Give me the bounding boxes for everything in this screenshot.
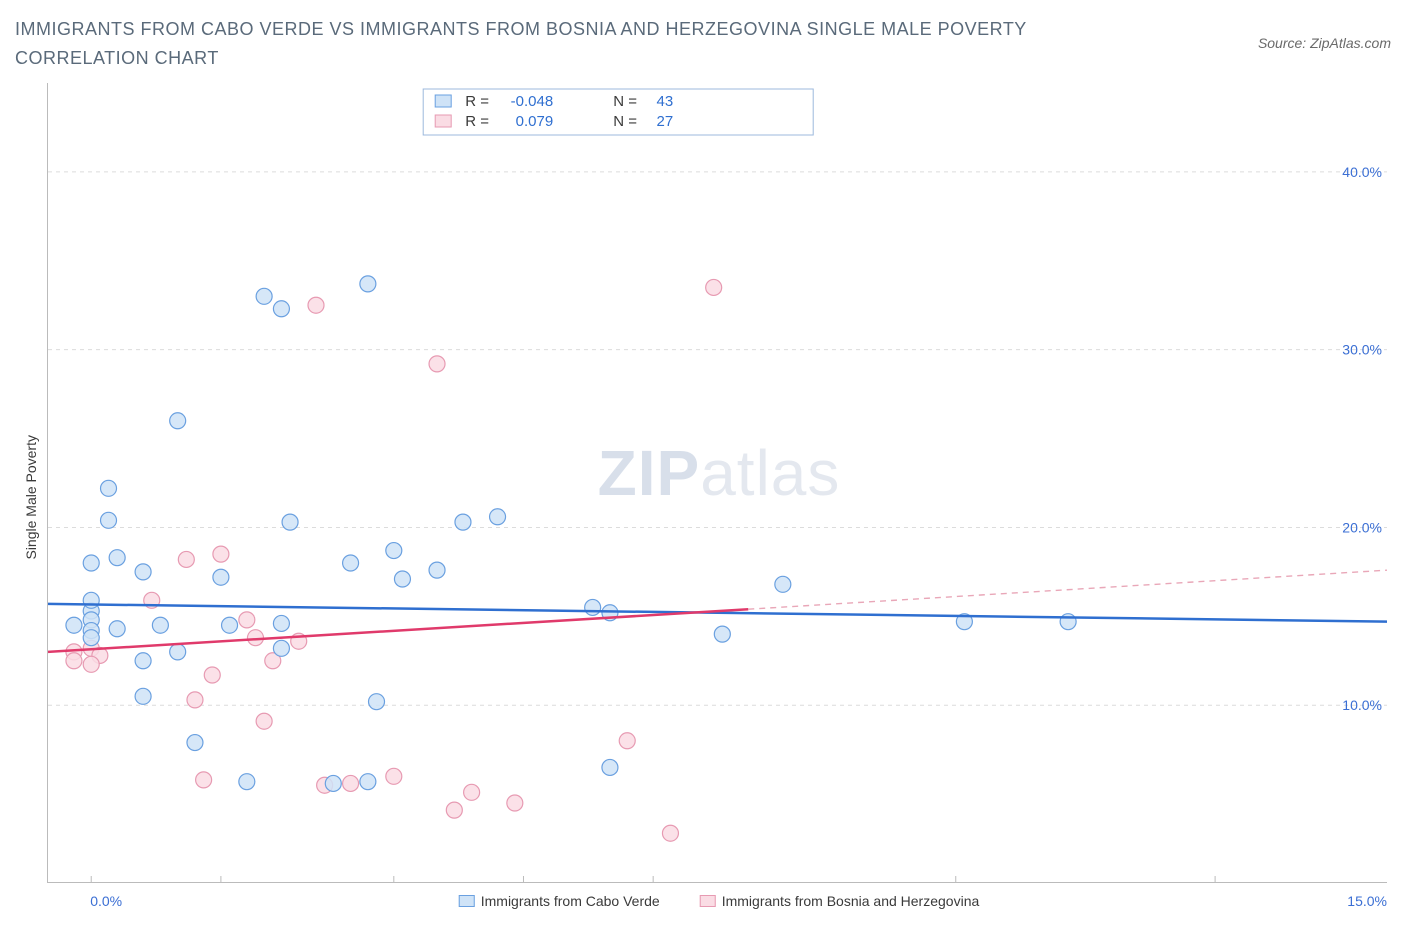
svg-text:0.079: 0.079	[516, 113, 554, 130]
bottom-legend-series-b: Immigrants from Bosnia and Herzegovina	[700, 893, 980, 909]
chart-container: Single Male Poverty 10.0% 20.0% 30.0% 40.0%…	[15, 83, 1391, 913]
swatch-b	[700, 895, 716, 907]
series-b-name: Immigrants from Bosnia and Herzegovina	[722, 893, 980, 909]
svg-text:N =: N =	[613, 113, 637, 130]
x-tick-right: 15.0%	[1347, 893, 1387, 909]
svg-text:10.0%: 10.0%	[1342, 697, 1382, 713]
series-a-name: Immigrants from Cabo Verde	[481, 893, 660, 909]
source-label: Source: ZipAtlas.com	[1258, 35, 1391, 51]
svg-text:-0.048: -0.048	[511, 93, 554, 110]
svg-text:43: 43	[657, 93, 674, 110]
swatch-a	[459, 895, 475, 907]
plot-area: 10.0% 20.0% 30.0% 40.0% R = -0.048 N = 43 R = 0.0…	[47, 83, 1391, 913]
svg-text:R =: R =	[465, 113, 489, 130]
svg-text:30.0%: 30.0%	[1342, 341, 1382, 357]
svg-text:27: 27	[657, 113, 674, 130]
svg-text:R =: R =	[465, 93, 489, 110]
chart-title: IMMIGRANTS FROM CABO VERDE VS IMMIGRANTS…	[15, 15, 1115, 73]
x-tick-left: 0.0%	[90, 893, 122, 909]
bottom-bar: 0.0% Immigrants from Cabo Verde Immigran…	[47, 889, 1391, 913]
svg-text:N =: N =	[613, 93, 637, 110]
y-axis-label: Single Male Poverty	[15, 435, 47, 560]
header: IMMIGRANTS FROM CABO VERDE VS IMMIGRANTS…	[15, 15, 1391, 73]
bottom-legend: Immigrants from Cabo Verde Immigrants fr…	[459, 893, 980, 909]
bottom-legend-series-a: Immigrants from Cabo Verde	[459, 893, 660, 909]
svg-text:40.0%: 40.0%	[1342, 163, 1382, 179]
svg-text:20.0%: 20.0%	[1342, 519, 1382, 535]
scatter-plot: 10.0% 20.0% 30.0% 40.0% R = -0.048 N = 43 R = 0.0…	[47, 83, 1387, 883]
